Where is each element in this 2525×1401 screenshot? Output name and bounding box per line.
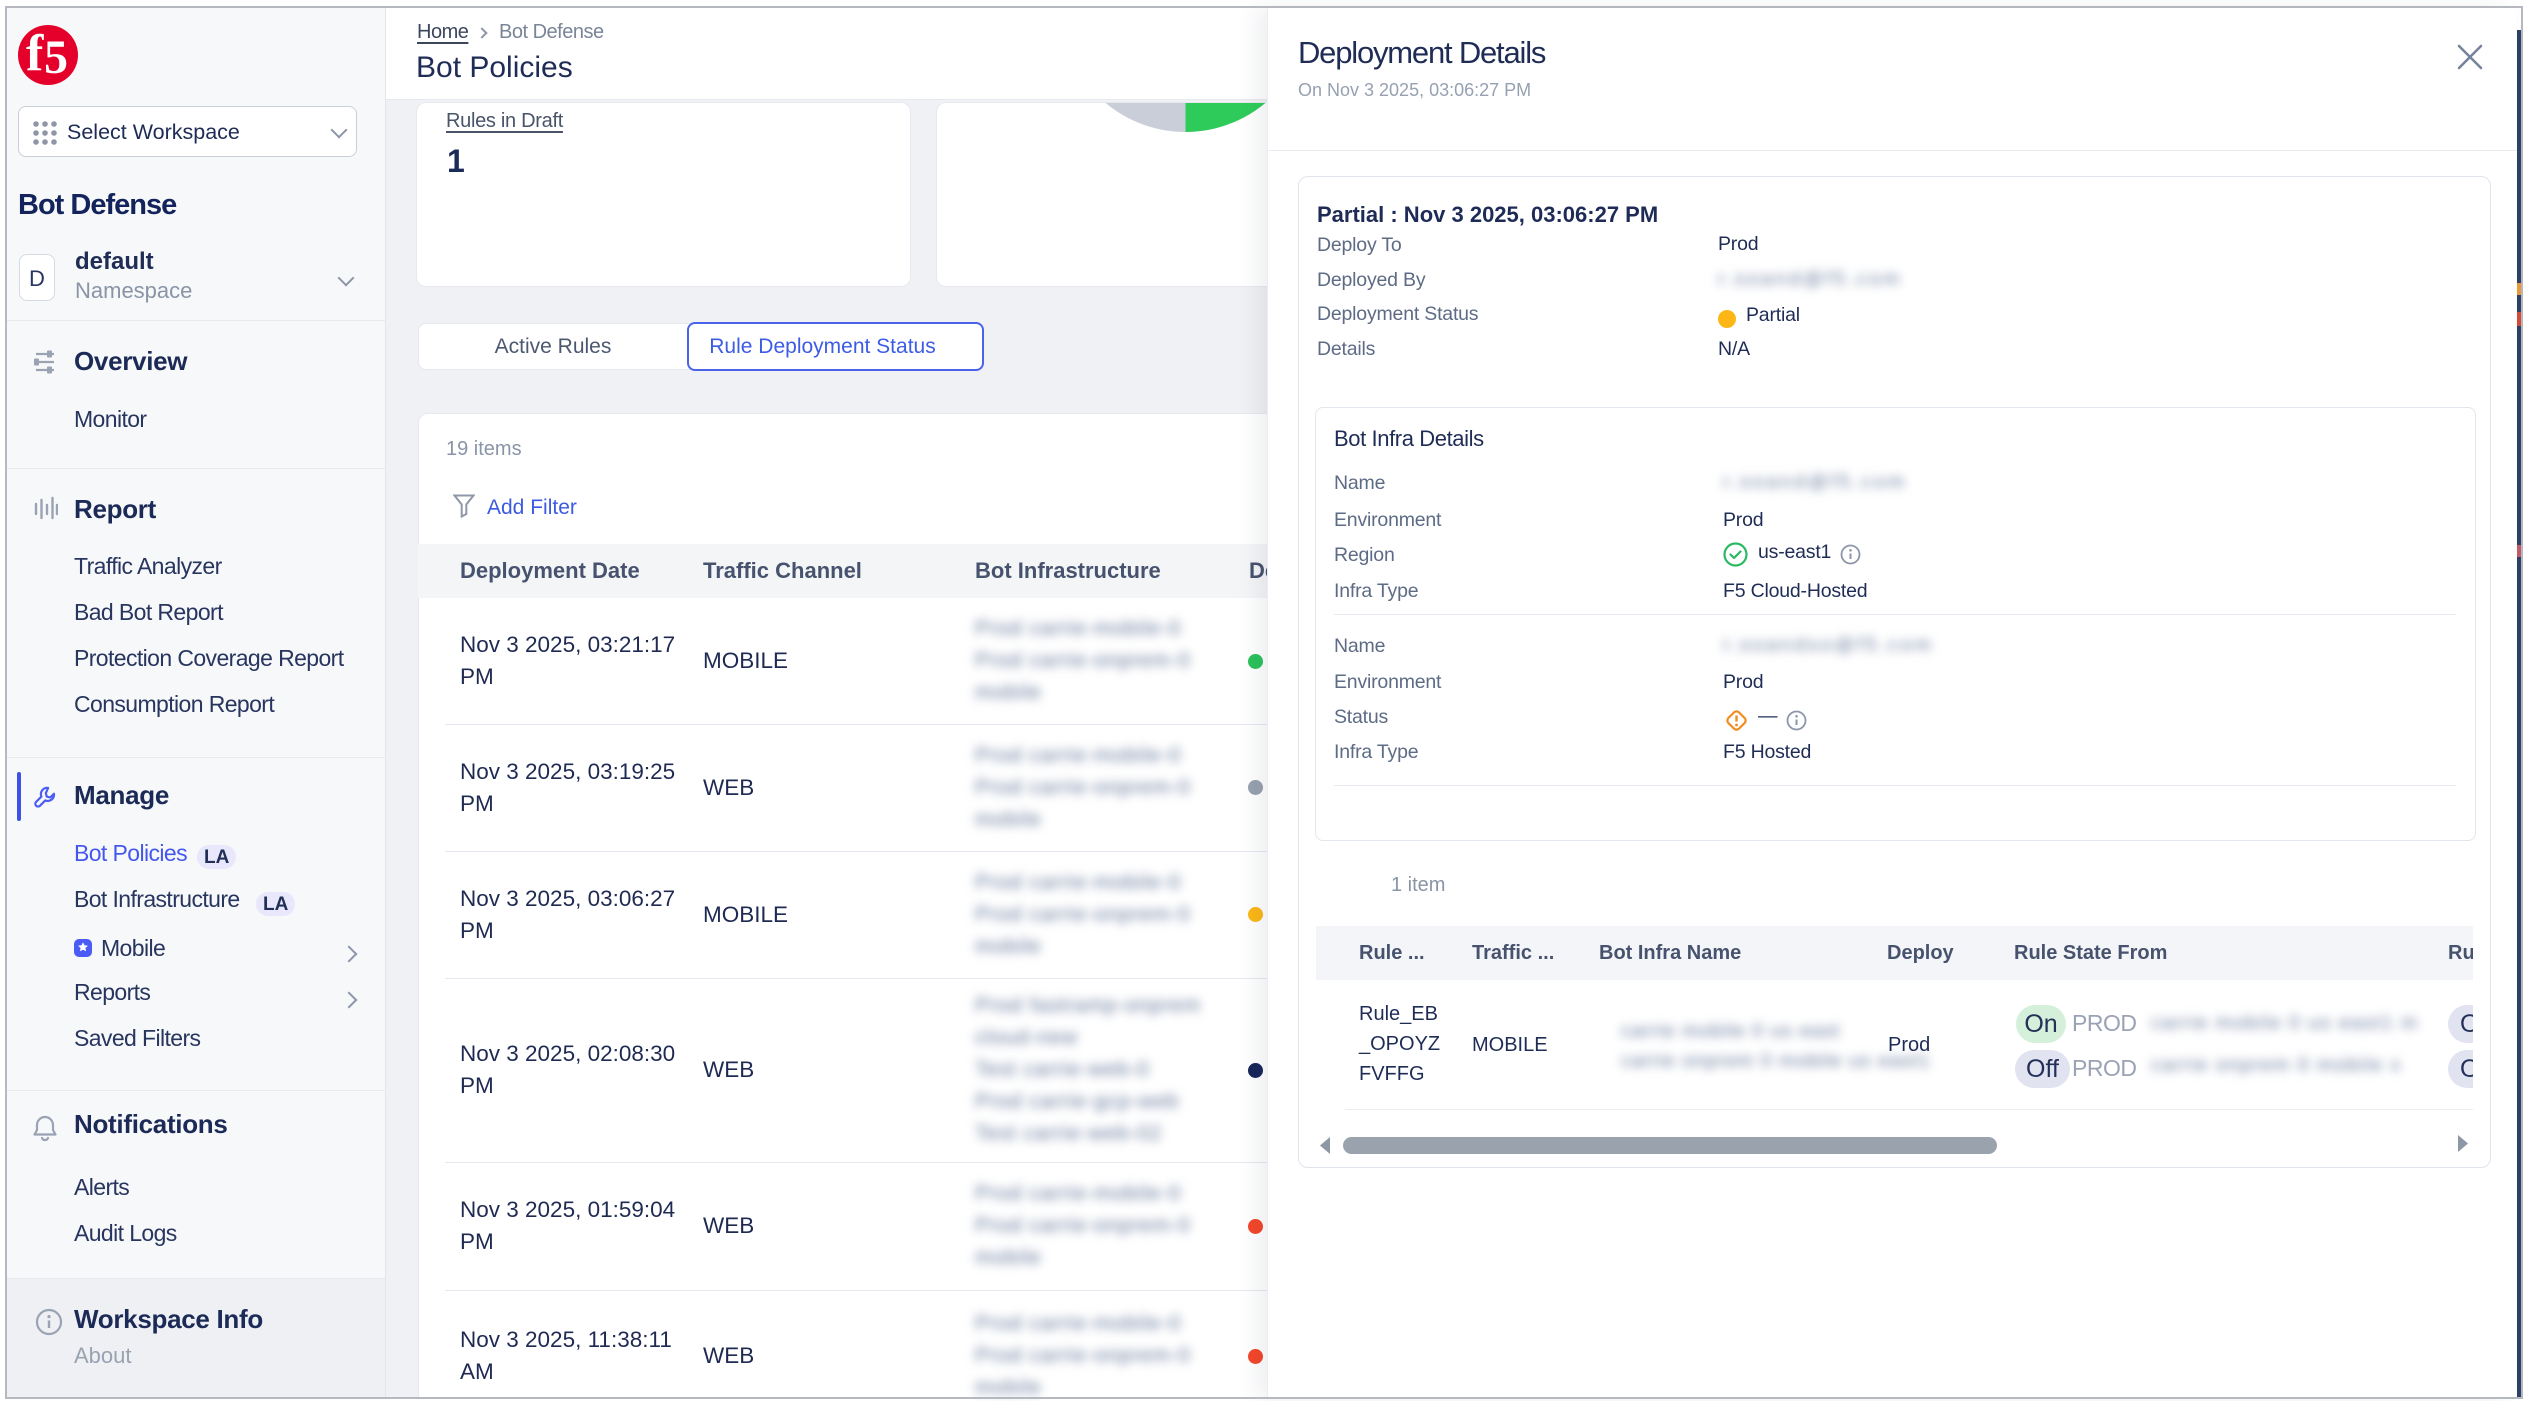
svg-text:5: 5	[44, 31, 68, 84]
svg-text:f: f	[26, 25, 44, 82]
